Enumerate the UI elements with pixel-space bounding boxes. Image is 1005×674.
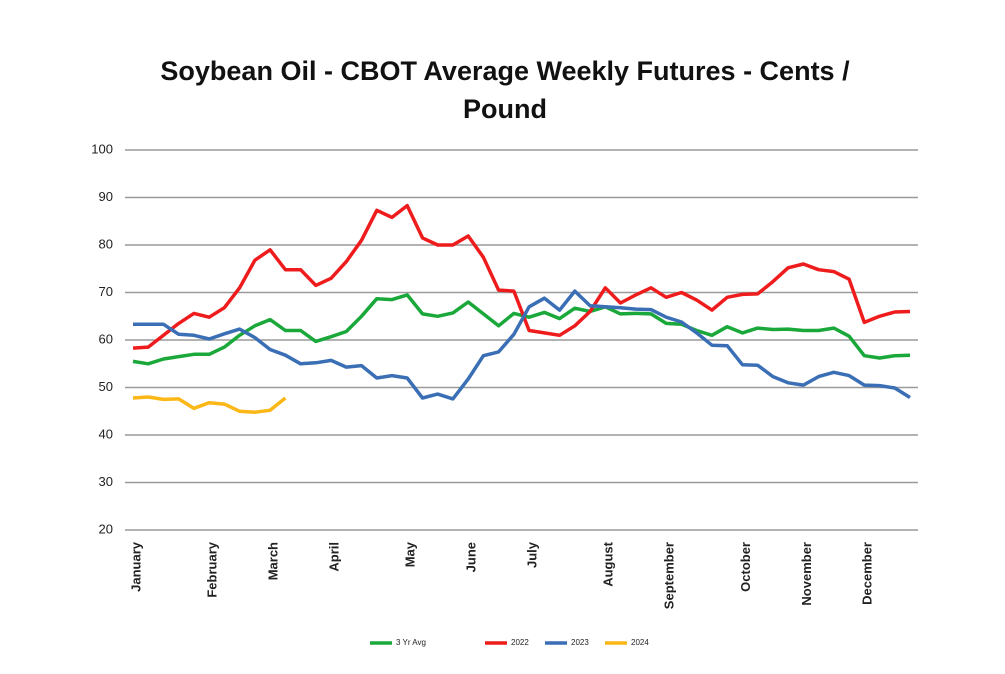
series-line: [132, 293, 911, 366]
x-tick-label: January: [128, 541, 143, 592]
legend-label: 2022: [511, 638, 529, 647]
x-tick-label: July: [525, 541, 540, 568]
legend-label: 2024: [631, 638, 649, 647]
y-tick-label: 90: [99, 189, 113, 204]
y-tick-label: 20: [99, 521, 113, 536]
x-tick-label: June: [464, 542, 479, 572]
y-tick-label: 40: [99, 426, 113, 441]
y-tick-label: 80: [99, 236, 113, 251]
x-tick-label: November: [799, 542, 814, 606]
series-line: [132, 395, 287, 414]
y-tick-label: 30: [99, 474, 113, 489]
x-tick-label: May: [403, 541, 418, 567]
chart-title: Soybean Oil - CBOT Average Weekly Future…: [160, 56, 850, 124]
series-line: [133, 289, 911, 401]
y-tick-label: 100: [91, 141, 113, 156]
legend-label: 2023: [571, 638, 589, 647]
legend-label: 3 Yr Avg: [396, 638, 426, 647]
x-tick-label: October: [738, 542, 753, 592]
y-tick-label: 50: [99, 379, 113, 394]
x-tick-label: March: [266, 542, 281, 580]
series-line: [132, 203, 911, 350]
x-tick-label: February: [205, 541, 220, 597]
x-tick-label: April: [326, 542, 341, 572]
x-tick-label: August: [601, 541, 616, 586]
x-tick-label: December: [860, 542, 875, 605]
x-tick-label: September: [662, 542, 677, 609]
y-tick-label: 60: [99, 331, 113, 346]
y-tick-label: 70: [99, 284, 113, 299]
